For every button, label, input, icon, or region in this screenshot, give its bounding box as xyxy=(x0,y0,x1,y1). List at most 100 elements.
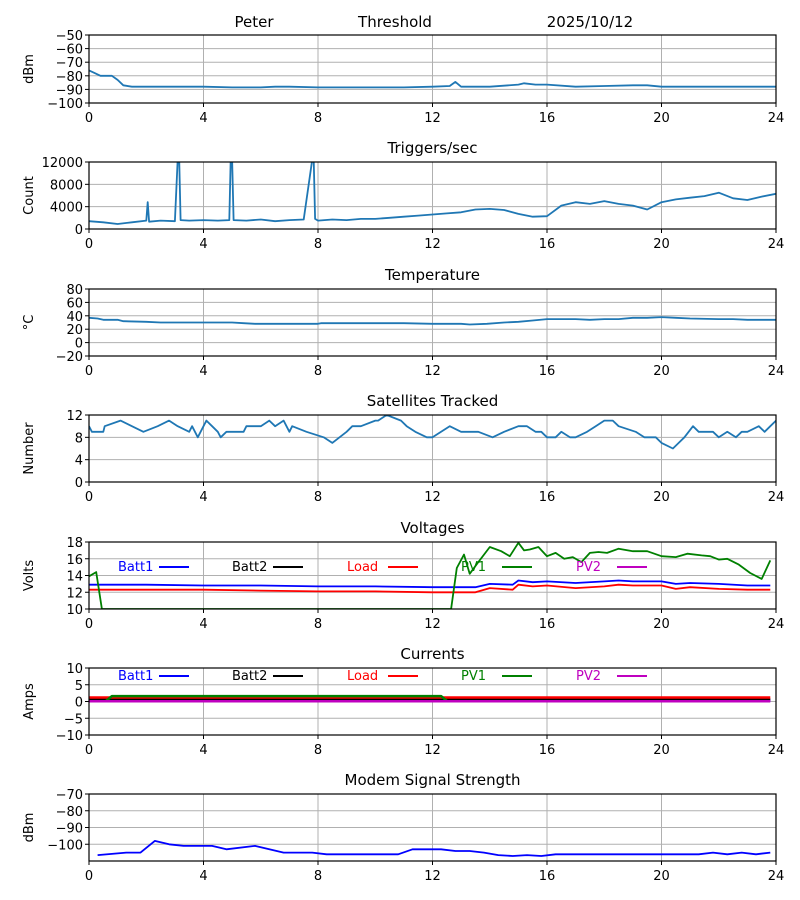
x-tick-label: 20 xyxy=(653,490,670,505)
header-date: 2025/10/12 xyxy=(547,13,633,31)
x-tick-label: 24 xyxy=(768,743,785,758)
y-axis-label: Amps xyxy=(22,683,37,720)
chart-title: Currents xyxy=(400,645,464,663)
series-line-batt1 xyxy=(89,579,771,589)
legend-label-batt1: Batt1 xyxy=(118,669,153,684)
header-label: Threshold xyxy=(357,13,432,31)
legend-label-pv1: PV1 xyxy=(461,669,486,684)
panel-triggers: 0 4 8 12 16 20 24 12000 8000 4000 0 Count Triggers/s… xyxy=(22,139,784,252)
chart-title: Voltages xyxy=(400,519,464,537)
y-tick-label: 10 xyxy=(66,662,83,677)
y-tick-label: −5 xyxy=(64,712,83,727)
legend-label-pv2: PV2 xyxy=(576,669,601,684)
y-tick-label: 4000 xyxy=(50,201,83,216)
x-tick-label: 16 xyxy=(539,617,556,632)
x-tick-label: 8 xyxy=(314,111,322,126)
y-tick-label: −10 xyxy=(56,729,83,744)
x-tick-label: 12 xyxy=(424,490,441,505)
y-tick-label: −80 xyxy=(56,805,83,820)
series-line-load xyxy=(89,583,771,594)
y-axis-label: Count xyxy=(22,176,37,215)
x-tick-label: 24 xyxy=(768,364,785,379)
x-tick-label: 16 xyxy=(539,869,556,884)
y-tick-label: 5 xyxy=(75,679,83,694)
y-tick-label: −80 xyxy=(56,70,83,85)
legend-label-batt1: Batt1 xyxy=(118,560,153,575)
y-tick-label: 0 xyxy=(75,223,83,238)
x-tick-label: 20 xyxy=(653,364,670,379)
chart-title: Triggers/sec xyxy=(387,139,478,157)
x-tick-label: 24 xyxy=(768,869,785,884)
x-tick-label: 24 xyxy=(768,111,785,126)
y-tick-label: −70 xyxy=(56,56,83,71)
panel-modem: 0 4 8 12 16 20 24 −70 −80 −90−100 dBm Modem Signal … xyxy=(22,771,784,884)
x-tick-label: 8 xyxy=(314,617,322,632)
y-tick-label: 4 xyxy=(75,454,83,469)
x-tick-label: 16 xyxy=(539,490,556,505)
series-line-pv1 xyxy=(105,694,448,702)
x-tick-label: 0 xyxy=(85,617,93,632)
series-line-pv1 xyxy=(89,542,772,609)
x-tick-label: 16 xyxy=(539,743,556,758)
x-tick-label: 0 xyxy=(85,237,93,252)
legend-label-batt2: Batt2 xyxy=(232,669,267,684)
y-tick-label: −90 xyxy=(56,822,83,837)
legend-label-pv1: PV1 xyxy=(461,560,486,575)
x-tick-label: 12 xyxy=(424,869,441,884)
chart-title: Modem Signal Strength xyxy=(345,771,521,789)
y-tick-label: 8000 xyxy=(50,178,83,193)
x-tick-label: 0 xyxy=(85,364,93,379)
x-tick-label: 16 xyxy=(539,111,556,126)
series-line-modem xyxy=(97,840,771,857)
x-tick-label: 20 xyxy=(653,111,670,126)
y-tick-label: 12000 xyxy=(42,156,83,171)
y-tick-label: 12 xyxy=(66,586,83,601)
y-tick-label: 16 xyxy=(66,553,83,568)
y-tick-label: 60 xyxy=(66,296,83,311)
y-tick-label: 20 xyxy=(66,323,83,338)
x-tick-label: 20 xyxy=(653,237,670,252)
y-axis-label: Number xyxy=(22,422,37,475)
y-tick-label: 14 xyxy=(66,570,83,585)
legend-label-pv2: PV2 xyxy=(576,560,601,575)
series-line-triggers xyxy=(89,162,776,225)
y-tick-label: −100 xyxy=(47,97,83,112)
x-tick-label: 8 xyxy=(314,490,322,505)
x-tick-label: 16 xyxy=(539,364,556,379)
x-tick-label: 4 xyxy=(199,364,207,379)
x-tick-label: 0 xyxy=(85,111,93,126)
x-tick-label: 4 xyxy=(199,617,207,632)
y-axis-label: °C xyxy=(22,315,37,331)
y-tick-label: 18 xyxy=(66,536,83,551)
x-tick-label: 4 xyxy=(199,743,207,758)
y-tick-label: 12 xyxy=(66,409,83,424)
chart-title: Temperature xyxy=(384,266,480,284)
legend-label-load: Load xyxy=(347,669,378,684)
series-line-threshold xyxy=(89,69,776,89)
x-tick-label: 24 xyxy=(768,237,785,252)
x-tick-label: 4 xyxy=(199,490,207,505)
y-tick-label: −70 xyxy=(56,788,83,803)
x-tick-label: 8 xyxy=(314,364,322,379)
header-name: Peter xyxy=(234,13,274,31)
x-tick-label: 0 xyxy=(85,490,93,505)
x-tick-label: 12 xyxy=(424,237,441,252)
y-tick-label: −90 xyxy=(56,83,83,98)
y-tick-label: −60 xyxy=(56,43,83,58)
x-tick-label: 8 xyxy=(314,237,322,252)
x-tick-label: 24 xyxy=(768,617,785,632)
series-line-satellites xyxy=(89,415,776,450)
y-tick-label: 8 xyxy=(75,431,83,446)
x-tick-label: 12 xyxy=(424,364,441,379)
x-tick-label: 16 xyxy=(539,237,556,252)
x-tick-label: 8 xyxy=(314,869,322,884)
legend-label-load: Load xyxy=(347,560,378,575)
y-axis-label: dBm xyxy=(22,813,37,843)
y-tick-label: 0 xyxy=(75,696,83,711)
y-tick-label: 80 xyxy=(66,283,83,298)
y-tick-label: 10 xyxy=(66,603,83,618)
x-tick-label: 12 xyxy=(424,617,441,632)
y-tick-label: 0 xyxy=(75,337,83,352)
x-tick-label: 20 xyxy=(653,617,670,632)
